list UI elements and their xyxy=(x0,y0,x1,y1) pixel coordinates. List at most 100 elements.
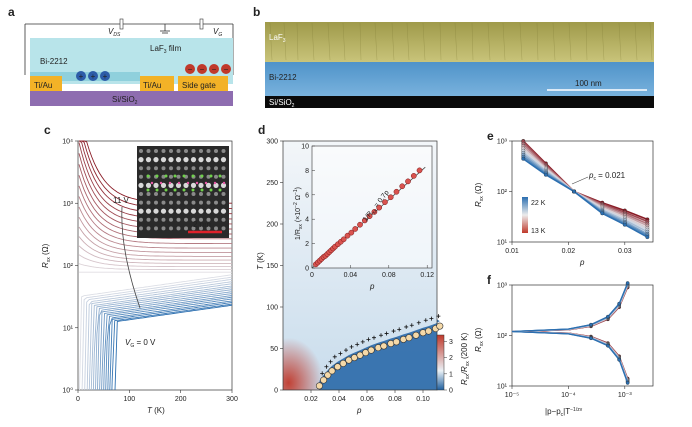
panel-a: a VDS VG LaF3 film Bi-2212 Ti/Au Ti/Au S… xyxy=(8,5,234,106)
stem-atom xyxy=(183,208,189,214)
curve-c-20 xyxy=(86,281,233,391)
panel-label-c: c xyxy=(44,123,51,137)
stem-atom xyxy=(161,166,166,171)
curve-c-27 xyxy=(101,295,233,391)
stem-atom xyxy=(220,182,227,188)
stem-atom xyxy=(139,192,143,196)
stem-atom xyxy=(221,192,226,196)
stem-atom xyxy=(139,149,143,153)
stem-atom xyxy=(221,217,226,222)
curve-c-25 xyxy=(97,291,233,391)
stem-atom xyxy=(214,166,218,171)
inset-ytick-label-1: 2 xyxy=(305,241,309,248)
inset-point xyxy=(366,213,373,219)
cross-point xyxy=(429,316,434,321)
stem-atom xyxy=(161,226,166,231)
ytick-label-d-2: 100 xyxy=(266,305,278,312)
positive-ions: + + + xyxy=(76,71,110,81)
stem-atom xyxy=(153,157,159,163)
ytick-label-d-5: 250 xyxy=(266,180,278,187)
cross-point xyxy=(379,333,383,338)
panel-label-f: f xyxy=(487,273,492,287)
circle-point xyxy=(436,322,444,330)
circle-point xyxy=(380,342,388,350)
xtick-label-e-0: 0.01 xyxy=(505,248,519,255)
curve-c-21 xyxy=(88,283,233,391)
stem-atom xyxy=(199,149,203,153)
cross-point xyxy=(360,339,365,344)
electrode-left-label: Ti/Au xyxy=(34,81,52,90)
stem-atom xyxy=(184,149,188,153)
stem-marker-green xyxy=(209,174,213,178)
bi2212-label-b: Bi-2212 xyxy=(269,73,297,82)
cross-point xyxy=(384,331,389,336)
panel-label-a: a xyxy=(8,5,15,19)
stem-atom xyxy=(175,208,182,214)
upper_branch-curve-9 xyxy=(511,282,629,333)
stem-inset: 2 nm xyxy=(137,146,229,238)
xlabel-f: |p−pc|T−1/zν xyxy=(545,407,583,418)
xtick-label-c-3: 300 xyxy=(226,396,238,403)
side-gate-label: Side gate xyxy=(182,81,216,90)
electrode-left xyxy=(30,76,62,91)
inset-ylabel-d: 1/Rxx (×10−2 Ω−1) xyxy=(293,187,304,240)
stem-atom xyxy=(153,208,159,214)
ylabel-e: Rxx (Ω) xyxy=(474,182,485,207)
stem-marker-green xyxy=(164,174,168,178)
stem-atom xyxy=(175,157,182,163)
ylabel-f: Rxx (Ω) xyxy=(474,327,485,352)
stem-atom xyxy=(221,149,226,153)
stem-atom xyxy=(154,200,158,205)
stem-atom xyxy=(199,200,203,205)
substrate-layer xyxy=(30,91,233,106)
curve-c-26 xyxy=(99,293,233,391)
stem-atom xyxy=(176,200,181,205)
circle-point xyxy=(405,334,413,342)
stem-atom xyxy=(206,174,211,179)
inset-xtick-label-1: 0.04 xyxy=(344,272,358,279)
stem-atom xyxy=(220,157,227,163)
stem-scale-label: 2 nm xyxy=(193,220,211,229)
ytick-label-d-6: 300 xyxy=(266,139,278,146)
stem-atom xyxy=(220,208,227,214)
curve-c-12 xyxy=(78,236,232,261)
point-f xyxy=(625,381,630,385)
circle-point xyxy=(412,331,420,339)
point-e xyxy=(600,211,605,216)
stem-marker-green xyxy=(218,188,222,192)
curve-c-17 xyxy=(79,274,233,391)
curve-c-18 xyxy=(81,276,233,391)
panel-f: f 10⁻⁵ 10⁻⁴ 10⁻³ 10¹ 10² 10³ Rxx (Ω) |p−pc|T−… xyxy=(474,273,654,418)
ann-arrow-c xyxy=(121,206,141,309)
inset-point xyxy=(348,229,355,236)
svg-text:−: − xyxy=(224,65,229,74)
laf3-image-region xyxy=(265,22,654,62)
inset-xlabel-d: p xyxy=(369,282,375,291)
panel-label-e: e xyxy=(487,129,494,143)
stem-atom xyxy=(198,208,204,214)
stem-atom xyxy=(221,200,226,205)
stem-marker-pink xyxy=(222,181,226,185)
cross-point xyxy=(409,323,414,328)
stem-atom xyxy=(214,226,218,231)
cbar-tick-label-1: 1 xyxy=(449,371,453,378)
xtick-label-d-2: 0.06 xyxy=(360,396,374,403)
legend-e-bar xyxy=(522,197,528,233)
stem-atom xyxy=(184,192,188,196)
stem-atom xyxy=(160,208,167,214)
stem-marker-green xyxy=(173,174,177,178)
inset-ytick-label-3: 6 xyxy=(305,192,309,199)
stem-marker-green xyxy=(218,174,222,178)
d-points xyxy=(315,314,444,390)
cross-point xyxy=(338,351,343,356)
cross-point xyxy=(349,344,354,349)
circle-point xyxy=(367,346,375,354)
point-e xyxy=(572,189,576,194)
ytick-label-e-2: 10³ xyxy=(497,139,508,146)
stem-atom xyxy=(213,157,219,163)
curve-c-24 xyxy=(95,289,233,391)
ytick-label-c-3: 10³ xyxy=(63,201,74,208)
curve-c-9 xyxy=(78,206,232,249)
svg-text:−: − xyxy=(200,65,205,74)
